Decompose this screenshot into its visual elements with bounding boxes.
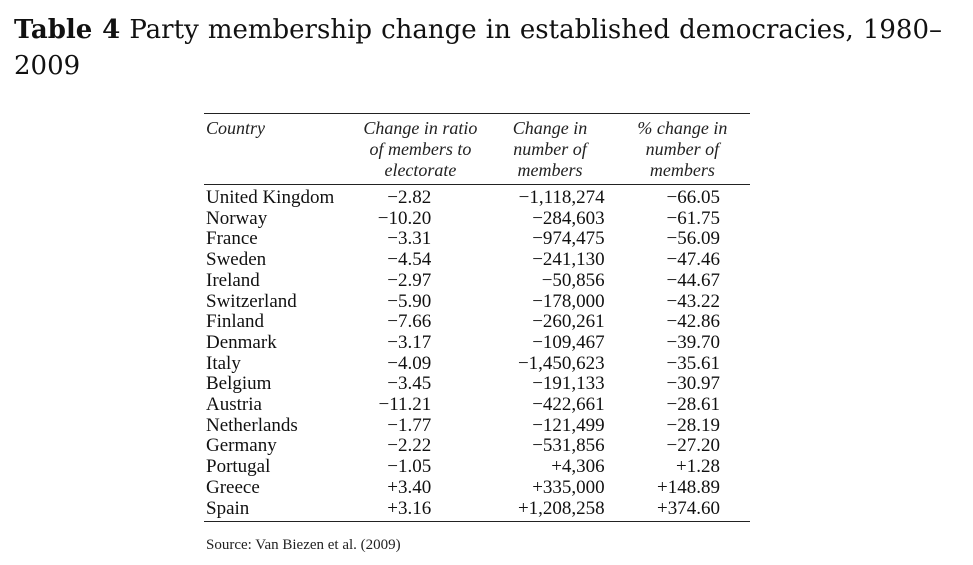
cell-ratio-change: −11.21 [378, 394, 432, 416]
cell-number-change: −284,603 [532, 207, 605, 229]
table-bottom-rule [204, 521, 750, 523]
cell-percent-change: +374.60 [657, 497, 720, 519]
table-row: Netherlands −1.77 −121,499 −28.19 [204, 414, 750, 437]
cell-country: Switzerland [206, 290, 297, 312]
cell-percent-change: −42.86 [666, 311, 720, 333]
cell-number-change: −50,856 [541, 269, 605, 291]
cell-number-change: +1,208,258 [517, 497, 605, 519]
cell-ratio-change: −3.31 [387, 228, 432, 250]
cell-ratio-change: −1.77 [387, 414, 432, 436]
table-caption: Table 4 Party membership change in estab… [14, 12, 942, 84]
cell-number-change: +335,000 [532, 476, 605, 498]
cell-country: Portugal [206, 456, 271, 478]
cell-country: Greece [206, 476, 260, 498]
cell-country: Spain [206, 497, 250, 519]
cell-percent-change: −35.61 [666, 352, 720, 374]
cell-ratio-change: −4.09 [387, 352, 432, 374]
cell-ratio-change: −10.20 [377, 207, 432, 229]
cell-country: France [206, 228, 258, 250]
cell-number-change: −178,000 [532, 290, 605, 312]
cell-percent-change: −47.46 [666, 249, 720, 271]
cell-percent-change: −61.75 [666, 207, 720, 229]
membership-table: Country Change in ratio of members to el… [204, 114, 750, 519]
table-row: Germany −2.22 −531,856 −27.20 [204, 436, 750, 457]
table-row: Sweden −4.54 −241,130 −47.46 [204, 249, 750, 271]
cell-country: United Kingdom [206, 187, 335, 208]
table-row: Italy −4.09 −1,450,623 −35.61 [204, 352, 750, 375]
cell-ratio-change: −1.05 [387, 456, 432, 478]
table-row: United Kingdom −2.82 −1,118,274 −66.05 [204, 185, 750, 209]
cell-country: Italy [206, 352, 241, 374]
cell-ratio-change: −3.17 [387, 331, 432, 353]
table-row: Finland −7.66 −260,261 −42.86 [204, 312, 750, 333]
cell-percent-change: −44.67 [666, 269, 720, 291]
cell-ratio-change: +3.40 [387, 476, 432, 498]
cell-percent-change: −28.19 [666, 414, 720, 436]
cell-ratio-change: −2.82 [387, 187, 432, 208]
cell-ratio-change: −2.97 [387, 269, 432, 291]
cell-percent-change: +1.28 [676, 456, 720, 478]
cell-country: Belgium [206, 373, 272, 395]
cell-ratio-change: −2.22 [387, 435, 432, 457]
cell-country: Finland [206, 311, 265, 333]
cell-country: Ireland [206, 269, 260, 291]
table-header-row: Country Change in ratio of members to el… [204, 114, 750, 181]
cell-number-change: −1,450,623 [517, 352, 605, 374]
table-title: Party membership change in established d… [14, 15, 943, 81]
cell-number-change: −531,856 [532, 435, 605, 457]
cell-percent-change: −39.70 [666, 331, 720, 353]
cell-number-change: −109,467 [532, 331, 605, 353]
header-country: Country [206, 118, 266, 138]
cell-percent-change: −66.05 [666, 187, 720, 208]
table-row: Denmark −3.17 −109,467 −39.70 [204, 331, 750, 354]
cell-country: Norway [206, 207, 268, 229]
table-row: Greece +3.40 +335,000 +148.89 [204, 476, 750, 499]
cell-number-change: −121,499 [532, 414, 605, 436]
cell-ratio-change: −3.45 [387, 373, 432, 395]
membership-table-container: Country Change in ratio of members to el… [204, 113, 750, 523]
cell-number-change: −974,475 [532, 228, 605, 250]
table-body: United Kingdom −2.82 −1,118,274 −66.05 Norwa… [204, 185, 750, 519]
cell-country: Sweden [206, 249, 267, 271]
table-row: Spain +3.16 +1,208,258 +374.60 [204, 497, 750, 520]
table-row: Belgium −3.45 −191,133 −30.97 [204, 374, 750, 395]
header-ratio-change: Change in ratio of members to electorate [363, 118, 478, 180]
table-row: Norway −10.20 −284,603 −61.75 [204, 207, 750, 230]
table-label: Table 4 [14, 15, 121, 45]
cell-country: Germany [206, 435, 277, 457]
cell-number-change: −260,261 [532, 311, 605, 333]
cell-percent-change: −27.20 [666, 435, 720, 457]
cell-percent-change: +148.89 [657, 476, 720, 498]
cell-ratio-change: −7.66 [387, 311, 432, 333]
cell-ratio-change: +3.16 [387, 497, 432, 519]
cell-number-change: −241,130 [532, 249, 605, 271]
table-row: France −3.31 −974,475 −56.09 [204, 229, 750, 250]
table-row: Austria −11.21 −422,661 −28.61 [204, 394, 750, 416]
cell-number-change: −1,118,274 [518, 187, 605, 208]
header-number-change: Change in number of members [512, 118, 588, 180]
cell-percent-change: −30.97 [666, 373, 720, 395]
table-source-note: Source: Van Biezen et al. (2009) [206, 537, 401, 553]
cell-country: Denmark [206, 331, 277, 353]
cell-percent-change: −56.09 [666, 228, 720, 250]
cell-country: Netherlands [206, 414, 298, 436]
table-header-rule [204, 184, 750, 185]
table-row: Portugal −1.05 +4,306 +1.28 [204, 456, 750, 478]
cell-percent-change: −28.61 [666, 394, 720, 416]
cell-percent-change: −43.22 [666, 290, 720, 312]
cell-ratio-change: −4.54 [387, 249, 432, 271]
cell-number-change: −191,133 [532, 373, 605, 395]
table-row: Switzerland −5.90 −178,000 −43.22 [204, 290, 750, 313]
header-percent-change: % change in number of members [637, 118, 728, 180]
table-row: Ireland −2.97 −50,856 −44.67 [204, 269, 750, 292]
cell-number-change: +4,306 [551, 456, 605, 478]
table-top-rule [204, 113, 750, 114]
cell-ratio-change: −5.90 [387, 290, 432, 312]
cell-country: Austria [206, 394, 262, 416]
cell-number-change: −422,661 [532, 394, 605, 416]
